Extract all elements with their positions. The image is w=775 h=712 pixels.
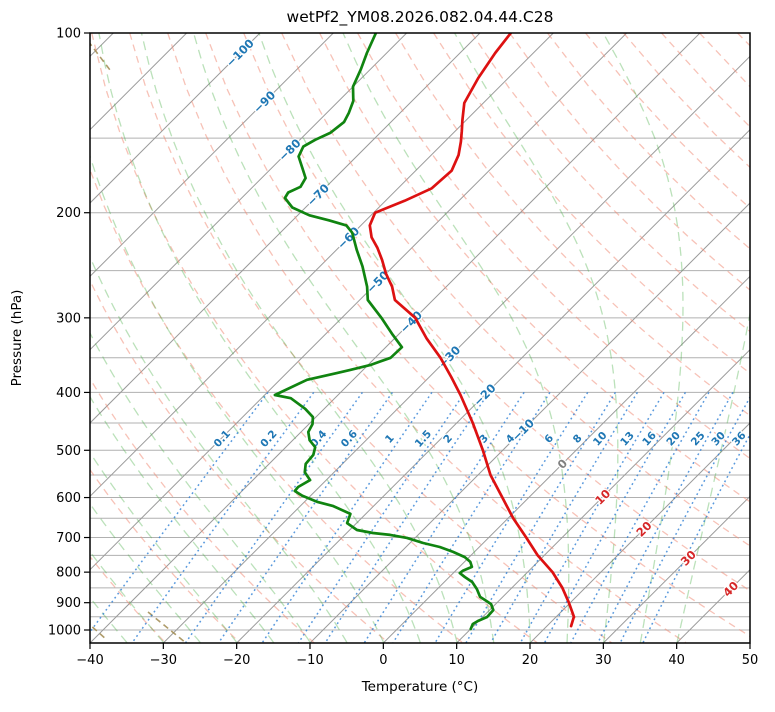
mixing-ratio-label: 16 — [640, 430, 659, 449]
dry-adiabat-line — [700, 33, 775, 643]
mixing-ratio-label: 0.4 — [308, 428, 329, 450]
mixing-ratio-label: 0.1 — [212, 428, 233, 450]
mixing-ratio-line — [262, 392, 432, 642]
isotherm-label: −100 — [223, 36, 257, 70]
isotherm-line — [0, 33, 553, 643]
moist-adiabat-line — [99, 33, 420, 643]
chart-title: wetPf2_YM08.2026.082.04.44.C28 — [287, 8, 554, 27]
moist-adiabat-line — [0, 33, 200, 643]
dry-adiabat-line — [434, 33, 775, 643]
y-axis-title: Pressure (hPa) — [9, 290, 25, 387]
moist-adiabat-line — [0, 33, 274, 643]
mixing-ratio-label: 6 — [542, 432, 556, 445]
moist-adiabat-line — [32, 33, 347, 643]
mixing-ratio-line — [364, 392, 524, 642]
x-tick-label: 40 — [668, 653, 685, 668]
mixing-ratio-line — [620, 392, 752, 642]
plot-border — [90, 33, 750, 643]
dry-adiabat-line — [358, 33, 775, 643]
y-tick-label: 600 — [56, 491, 81, 506]
mixing-ratio-label: 1 — [383, 432, 397, 445]
y-tick-label: 100 — [56, 27, 81, 42]
isotherm-line — [0, 33, 187, 643]
mixing-ratio-line — [82, 392, 268, 642]
x-tick-label: 0 — [379, 653, 387, 668]
y-tick-label: 300 — [56, 311, 81, 326]
dry-adiabat-line — [282, 33, 775, 643]
mixing-ratio-label: 0.6 — [339, 428, 360, 450]
dry-adiabat-line — [510, 33, 775, 643]
y-tick-label: 800 — [56, 566, 81, 581]
mixing-ratio-label: 0.2 — [258, 428, 279, 450]
x-axis-title: Temperature (°C) — [361, 679, 479, 695]
moist-adiabat-line — [142, 33, 458, 643]
y-tick-label: 500 — [56, 444, 81, 459]
x-tick-label: −30 — [150, 653, 177, 668]
dry-adiabat-line — [0, 33, 314, 643]
dry-adiabat-line — [662, 33, 775, 643]
dry-adiabat-line — [586, 33, 775, 643]
x-tick-label: 10 — [448, 653, 465, 668]
mixing-ratio-label: 25 — [689, 430, 708, 449]
mixing-ratio-label: 13 — [618, 430, 637, 449]
chart-background-layer — [0, 33, 775, 643]
sounding-curves-layer — [275, 33, 574, 629]
x-tick-label: 50 — [742, 653, 759, 668]
isotherm-line — [457, 33, 775, 643]
dry-adiabat-line — [738, 33, 775, 643]
y-tick-label: 200 — [56, 206, 81, 221]
x-tick-label: 20 — [522, 653, 539, 668]
mixing-ratio-line — [521, 392, 665, 642]
isotherm-line — [0, 33, 260, 643]
y-tick-label: 1000 — [48, 624, 81, 639]
mixing-ratio-label: 36 — [730, 430, 749, 449]
x-tick-label: −10 — [296, 653, 323, 668]
x-tick-label: 30 — [595, 653, 612, 668]
y-tick-label: 700 — [56, 531, 81, 546]
moist-adiabat-line — [5, 33, 311, 643]
dewpoint-curve — [275, 33, 493, 629]
y-tick-label: 400 — [56, 386, 81, 401]
mixing-ratio-line — [299, 392, 465, 642]
x-tick-label: −40 — [76, 653, 103, 668]
isotherm-line — [0, 33, 480, 643]
isotherm-line — [0, 33, 407, 643]
dry-adiabat-line — [92, 33, 537, 643]
dry-adiabat-line — [206, 33, 761, 643]
adiabat-overlap-segment — [82, 33, 110, 70]
moist-adiabat-line — [63, 33, 384, 643]
mixing-ratio-line — [598, 392, 733, 642]
y-tick-label: 900 — [56, 596, 81, 611]
isotherm-line — [750, 33, 775, 643]
dry-adiabat-line — [548, 33, 775, 643]
mixing-ratio-label: 2 — [441, 432, 455, 445]
x-tick-label: −20 — [223, 653, 250, 668]
